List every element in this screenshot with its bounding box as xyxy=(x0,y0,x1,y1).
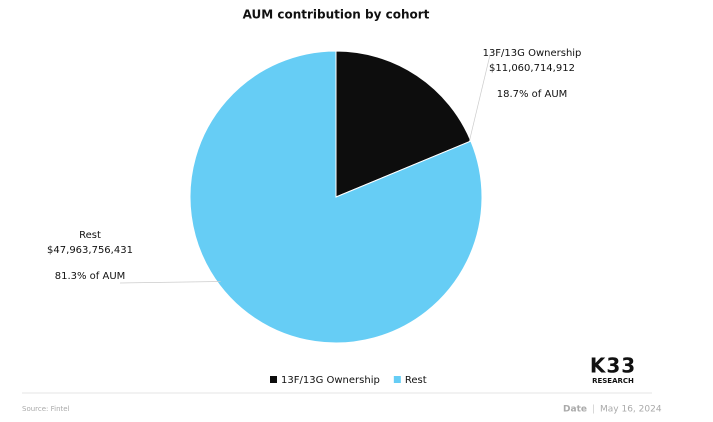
source: Source: Fintel xyxy=(22,405,70,413)
pie-slice xyxy=(335,50,472,198)
legend-label: Rest xyxy=(405,375,427,386)
slice-percent: 18.7% of AUM xyxy=(497,89,568,100)
slice-value: $47,963,756,431 xyxy=(47,245,133,256)
slice-percent: 81.3% of AUM xyxy=(55,271,126,282)
pie-slice xyxy=(189,50,483,344)
logo-sub: RESEARCH xyxy=(592,377,634,385)
legend-swatch xyxy=(270,376,277,383)
logo: K33 xyxy=(590,354,636,378)
slice-category: Rest xyxy=(79,230,101,241)
date-separator: | xyxy=(592,405,595,415)
slice-value: $11,060,714,912 xyxy=(489,63,575,74)
date-label: Date xyxy=(563,405,587,415)
leader-line xyxy=(468,54,491,144)
legend-swatch xyxy=(393,376,401,383)
chart-title: AUM contribution by cohort xyxy=(243,8,430,22)
slice-category: 13F/13G Ownership xyxy=(483,48,582,59)
leader-line xyxy=(119,281,221,284)
date: May 16, 2024 xyxy=(600,405,662,415)
legend-label: 13F/13G Ownership xyxy=(281,375,380,386)
